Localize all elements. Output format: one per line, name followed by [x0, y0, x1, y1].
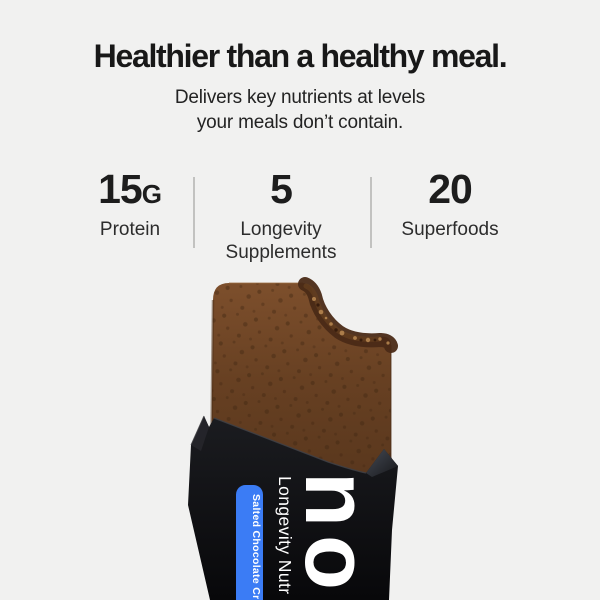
stat-protein-value: 15G [98, 166, 162, 212]
stat-divider-1 [193, 177, 195, 248]
stat-superfoods-value: 20 [428, 166, 473, 212]
stat-protein-unit: G [141, 179, 162, 209]
stat-longevity-value: 5 [270, 166, 293, 212]
stat-longevity-supplements: 5 Longevity Supplements [191, 166, 371, 264]
stat-superfoods-label: Superfoods [401, 219, 499, 240]
brand-wordmark: no [286, 472, 386, 598]
wrapper-product-name: Longevity Nutr [275, 476, 295, 594]
stat-superfoods: 20 Superfoods [360, 166, 540, 241]
flavor-badge: Salted Chocolate Crun [236, 485, 263, 600]
stat-protein-label: Protein [99, 219, 161, 240]
headline: Healthier than a healthy meal. [93, 38, 508, 74]
stat-protein: 15G Protein [40, 166, 220, 241]
subheadline: Delivers key nutrients at levels your me… [0, 85, 600, 135]
bite-mark [298, 277, 398, 353]
subheadline-line1: Delivers key nutrients at levels [174, 87, 426, 108]
subheadline-line2: your meals don’t contain. [196, 112, 404, 133]
flavor-badge-label: Salted Chocolate Crun [250, 494, 262, 600]
stat-longevity-label: Longevity Supplements [225, 219, 337, 263]
wrapper-fold-highlight [366, 449, 398, 477]
stat-divider-2 [370, 177, 372, 248]
